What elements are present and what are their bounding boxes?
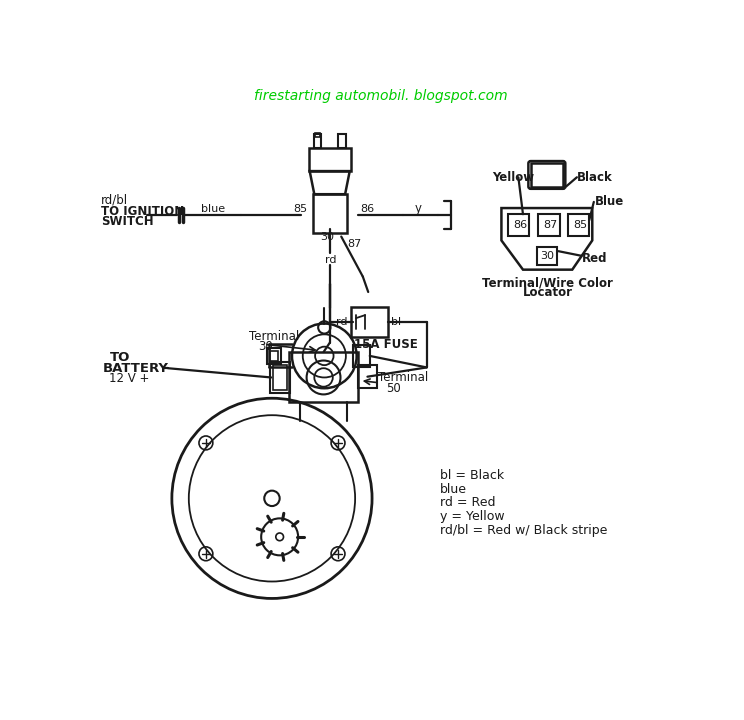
Bar — [358, 365, 376, 388]
Bar — [269, 362, 289, 393]
Bar — [568, 215, 589, 235]
Text: rd: rd — [325, 255, 336, 265]
Text: Locator: Locator — [522, 287, 573, 300]
Text: Blue: Blue — [595, 195, 625, 208]
Text: y: y — [414, 202, 421, 215]
Text: blue: blue — [201, 204, 225, 214]
Text: rd/bl: rd/bl — [101, 194, 128, 207]
Bar — [539, 215, 560, 235]
Text: bl = Black: bl = Black — [440, 469, 504, 482]
Text: 30: 30 — [258, 340, 273, 353]
Text: blue: blue — [440, 482, 466, 495]
Text: rd/bl = Red w/ Black stripe: rd/bl = Red w/ Black stripe — [440, 524, 607, 537]
Bar — [530, 163, 563, 186]
Text: y = Yellow: y = Yellow — [440, 510, 504, 523]
Text: SWITCH: SWITCH — [101, 215, 154, 228]
Text: rd: rd — [336, 317, 347, 327]
Text: Yellow: Yellow — [493, 171, 534, 184]
Text: bl: bl — [391, 317, 402, 327]
Text: TO: TO — [110, 351, 131, 364]
Text: 87: 87 — [347, 239, 362, 249]
Text: rd = Red: rd = Red — [440, 497, 496, 510]
Bar — [339, 134, 346, 148]
Text: 30: 30 — [541, 251, 554, 261]
Bar — [313, 134, 321, 148]
Text: 86: 86 — [513, 220, 527, 230]
Text: 85: 85 — [294, 204, 308, 214]
Bar — [273, 365, 286, 390]
Text: Red: Red — [582, 253, 607, 266]
Bar — [309, 148, 350, 171]
Text: Terminal: Terminal — [248, 330, 299, 343]
Text: Terminal/Wire Color: Terminal/Wire Color — [482, 276, 613, 289]
Text: 15A FUSE: 15A FUSE — [354, 338, 418, 351]
Bar — [507, 215, 529, 235]
Text: TO IGNITION: TO IGNITION — [101, 204, 185, 217]
Bar — [353, 345, 370, 366]
Text: 86: 86 — [361, 204, 375, 214]
Bar — [351, 307, 388, 337]
Text: Terminal: Terminal — [378, 371, 429, 384]
Text: Black: Black — [577, 171, 612, 184]
Text: 50: 50 — [386, 382, 401, 395]
Bar — [289, 352, 358, 402]
Bar — [537, 246, 557, 265]
Bar — [267, 348, 281, 364]
Text: 85: 85 — [573, 220, 587, 230]
Bar — [315, 132, 320, 138]
Text: 12 V +: 12 V + — [109, 372, 149, 385]
Text: 87: 87 — [544, 220, 558, 230]
Text: 30: 30 — [321, 232, 335, 241]
Bar — [270, 351, 278, 361]
Text: firestarting automobil. blogspot.com: firestarting automobil. blogspot.com — [254, 89, 508, 103]
Text: BATTERY: BATTERY — [103, 361, 169, 374]
Bar — [312, 194, 347, 233]
